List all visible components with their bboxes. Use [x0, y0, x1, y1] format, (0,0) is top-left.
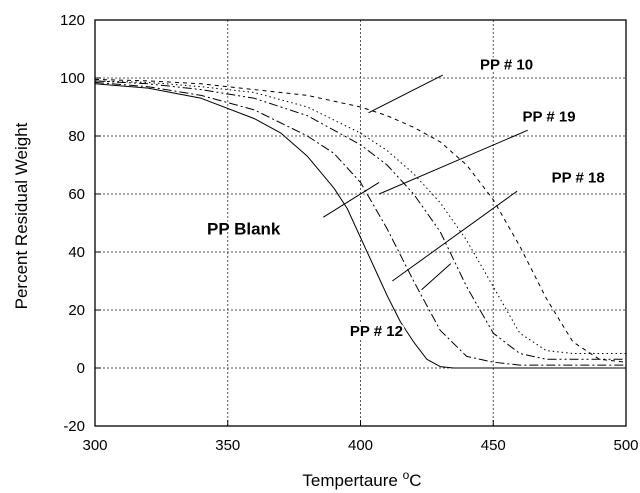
y-axis-label: Percent Residual Weight: [12, 122, 31, 309]
annotation-label-pp-blank: PP Blank: [207, 220, 281, 239]
x-axis-label: Tempertaure oC: [302, 468, 421, 490]
series-line-pp-10: [94, 78, 627, 363]
annotation-label-pp-18: PP # 18: [552, 169, 605, 186]
series-lines: [94, 78, 627, 369]
series-line-pp-19: [94, 80, 626, 354]
tick-labels: 300 350 400 450 500 -20 0 20 40 60 80 100 120: [60, 12, 639, 454]
x-axis-unit: oC: [403, 468, 422, 490]
unit-letter: C: [409, 471, 421, 490]
x-tick-label: 500: [613, 437, 638, 454]
y-tick-label: 0: [77, 360, 85, 377]
annotation-pointer-pp-18: [392, 190, 518, 282]
series-line-pp-blank: [94, 83, 626, 369]
y-tick-label: 40: [68, 244, 85, 261]
y-tick-label: -20: [63, 418, 85, 435]
series-line-pp-12: [94, 81, 626, 366]
annotation-label-pp-10: PP # 10: [480, 56, 533, 73]
degree-symbol: o: [403, 468, 410, 482]
annotation-label-pp-19: PP # 19: [522, 109, 575, 126]
annotation-pointer-pp-10: [368, 74, 444, 114]
y-tick-label: 80: [68, 128, 85, 145]
x-tick-label: 400: [348, 437, 373, 454]
y-tick-label: 100: [60, 70, 85, 87]
y-tick-label: 20: [68, 302, 85, 319]
annotations: PP # 10 PP # 19 PP # 18 PP Blank PP # 12: [205, 54, 607, 342]
annotation-label-pp-12: PP # 12: [350, 323, 403, 340]
x-axis-label-text: Tempertaure: [302, 471, 397, 490]
annotation-pointer-pp-12: [421, 263, 452, 291]
series-line-pp-18: [94, 80, 626, 360]
y-tick-label: 60: [68, 186, 85, 203]
annotation-pointer-pp-blank: [323, 181, 380, 218]
annotation-pointer-pp-19: [378, 129, 528, 195]
x-tick-label: 300: [82, 437, 107, 454]
x-tick-label: 350: [215, 437, 240, 454]
x-tick-label: 450: [481, 437, 506, 454]
y-tick-label: 120: [60, 12, 85, 29]
